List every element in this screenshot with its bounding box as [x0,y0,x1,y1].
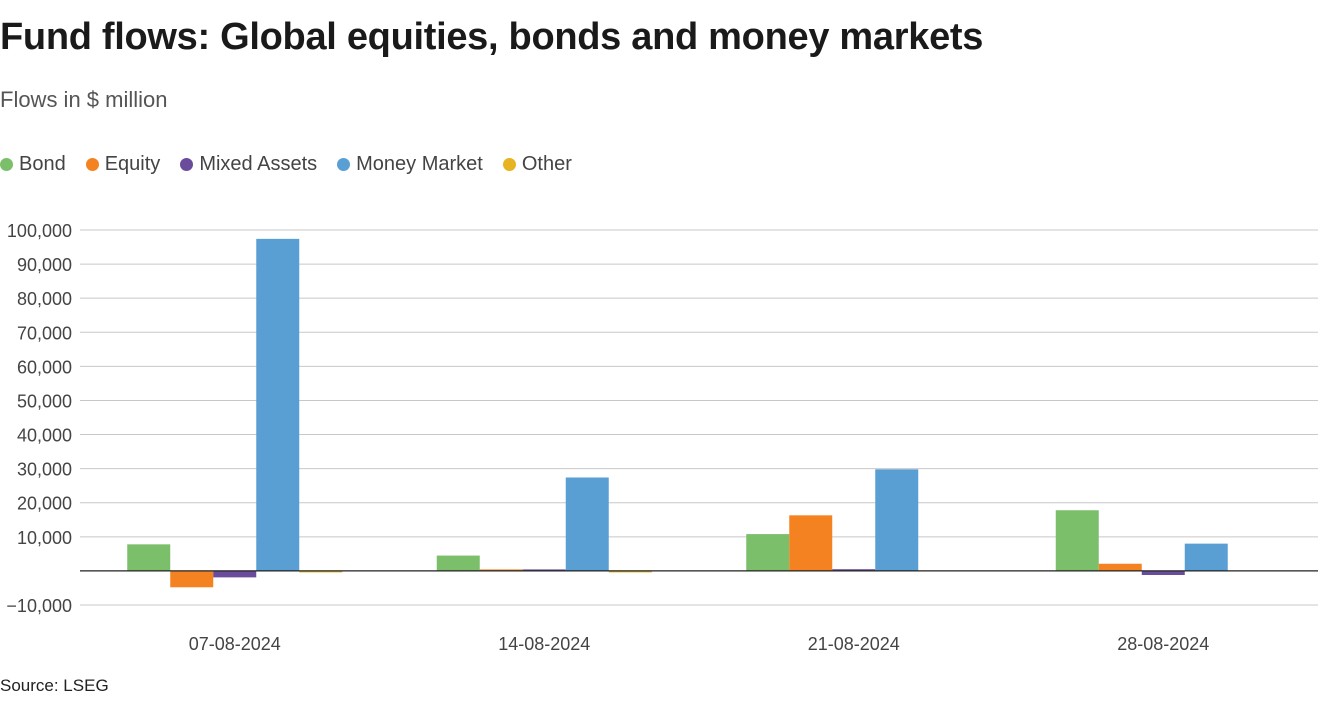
bar-mixed-assets-14-08-2024 [522,569,566,571]
legend-label: Other [521,153,572,175]
bar-bond-28-08-2024 [1055,510,1099,571]
y-axis: 100,000 90,000 80,000 70,000 60,000 50,000 40,… [6,221,72,616]
x-tick-label: 14-08-2024 [498,634,590,654]
chart-subtitle: Flows in $ million [0,87,168,112]
legend-label: Equity [104,153,161,175]
legend-swatch [85,158,99,171]
bar-bond-21-08-2024 [746,534,790,571]
legend-item-other: Other [502,153,572,176]
bar-bond-14-08-2024 [436,555,480,571]
bars [127,238,1228,588]
y-tick-label: 10,000 [17,528,72,548]
bar-equity-21-08-2024 [789,515,833,571]
x-tick-label: 07-08-2024 [189,634,281,654]
legend-item-mixed-assets: Mixed Assets [180,153,317,176]
legend-item-equity: Equity [85,153,161,176]
legend-label: Mixed Assets [199,153,318,175]
y-tick-label: 100,000 [7,221,72,241]
y-tick-label: 80,000 [17,289,72,309]
bar-mixed-assets-07-08-2024 [213,570,257,578]
bar-money-market-28-08-2024 [1184,543,1228,571]
bar-equity-14-08-2024 [479,569,523,571]
legend-label: Bond [19,153,66,175]
bar-other-07-08-2024 [299,570,343,573]
legend-item-bond: Bond [0,153,66,176]
x-tick-label: 28-08-2024 [1117,634,1209,654]
bar-other-14-08-2024 [608,570,652,573]
bar-chart: 100,000 90,000 80,000 70,000 60,000 50,000 40,… [6,221,1318,654]
bar-money-market-07-08-2024 [256,238,300,571]
y-tick-label: −10,000 [6,596,72,616]
y-tick-label: 40,000 [17,426,72,446]
y-tick-label: 60,000 [17,357,72,377]
chart-legend: Bond Equity Mixed Assets Money Market Other [0,153,592,176]
legend-label: Money Market [356,153,483,175]
y-tick-label: 50,000 [17,391,72,411]
bar-equity-07-08-2024 [170,570,214,588]
y-tick-label: 20,000 [17,494,72,514]
legend-swatch [180,158,194,171]
legend-swatch [0,158,13,171]
legend-swatch [337,158,351,171]
bar-mixed-assets-21-08-2024 [832,569,876,571]
legend-swatch [502,158,516,171]
legend-item-money-market: Money Market [337,153,483,176]
bar-bond-07-08-2024 [127,544,171,571]
chart-title: Fund flows: Global equities, bonds and m… [0,16,984,58]
bar-money-market-14-08-2024 [565,477,609,571]
y-tick-label: 30,000 [17,460,72,480]
bar-money-market-21-08-2024 [875,469,919,571]
bar-equity-28-08-2024 [1098,563,1142,571]
chart-source: Source: LSEG [0,676,109,695]
y-tick-label: 90,000 [17,255,72,275]
x-axis: 07-08-2024 14-08-2024 21-08-2024 28-08-2024 [189,634,1210,654]
x-tick-label: 21-08-2024 [808,634,900,654]
bar-mixed-assets-28-08-2024 [1141,570,1185,575]
y-tick-label: 70,000 [17,323,72,343]
